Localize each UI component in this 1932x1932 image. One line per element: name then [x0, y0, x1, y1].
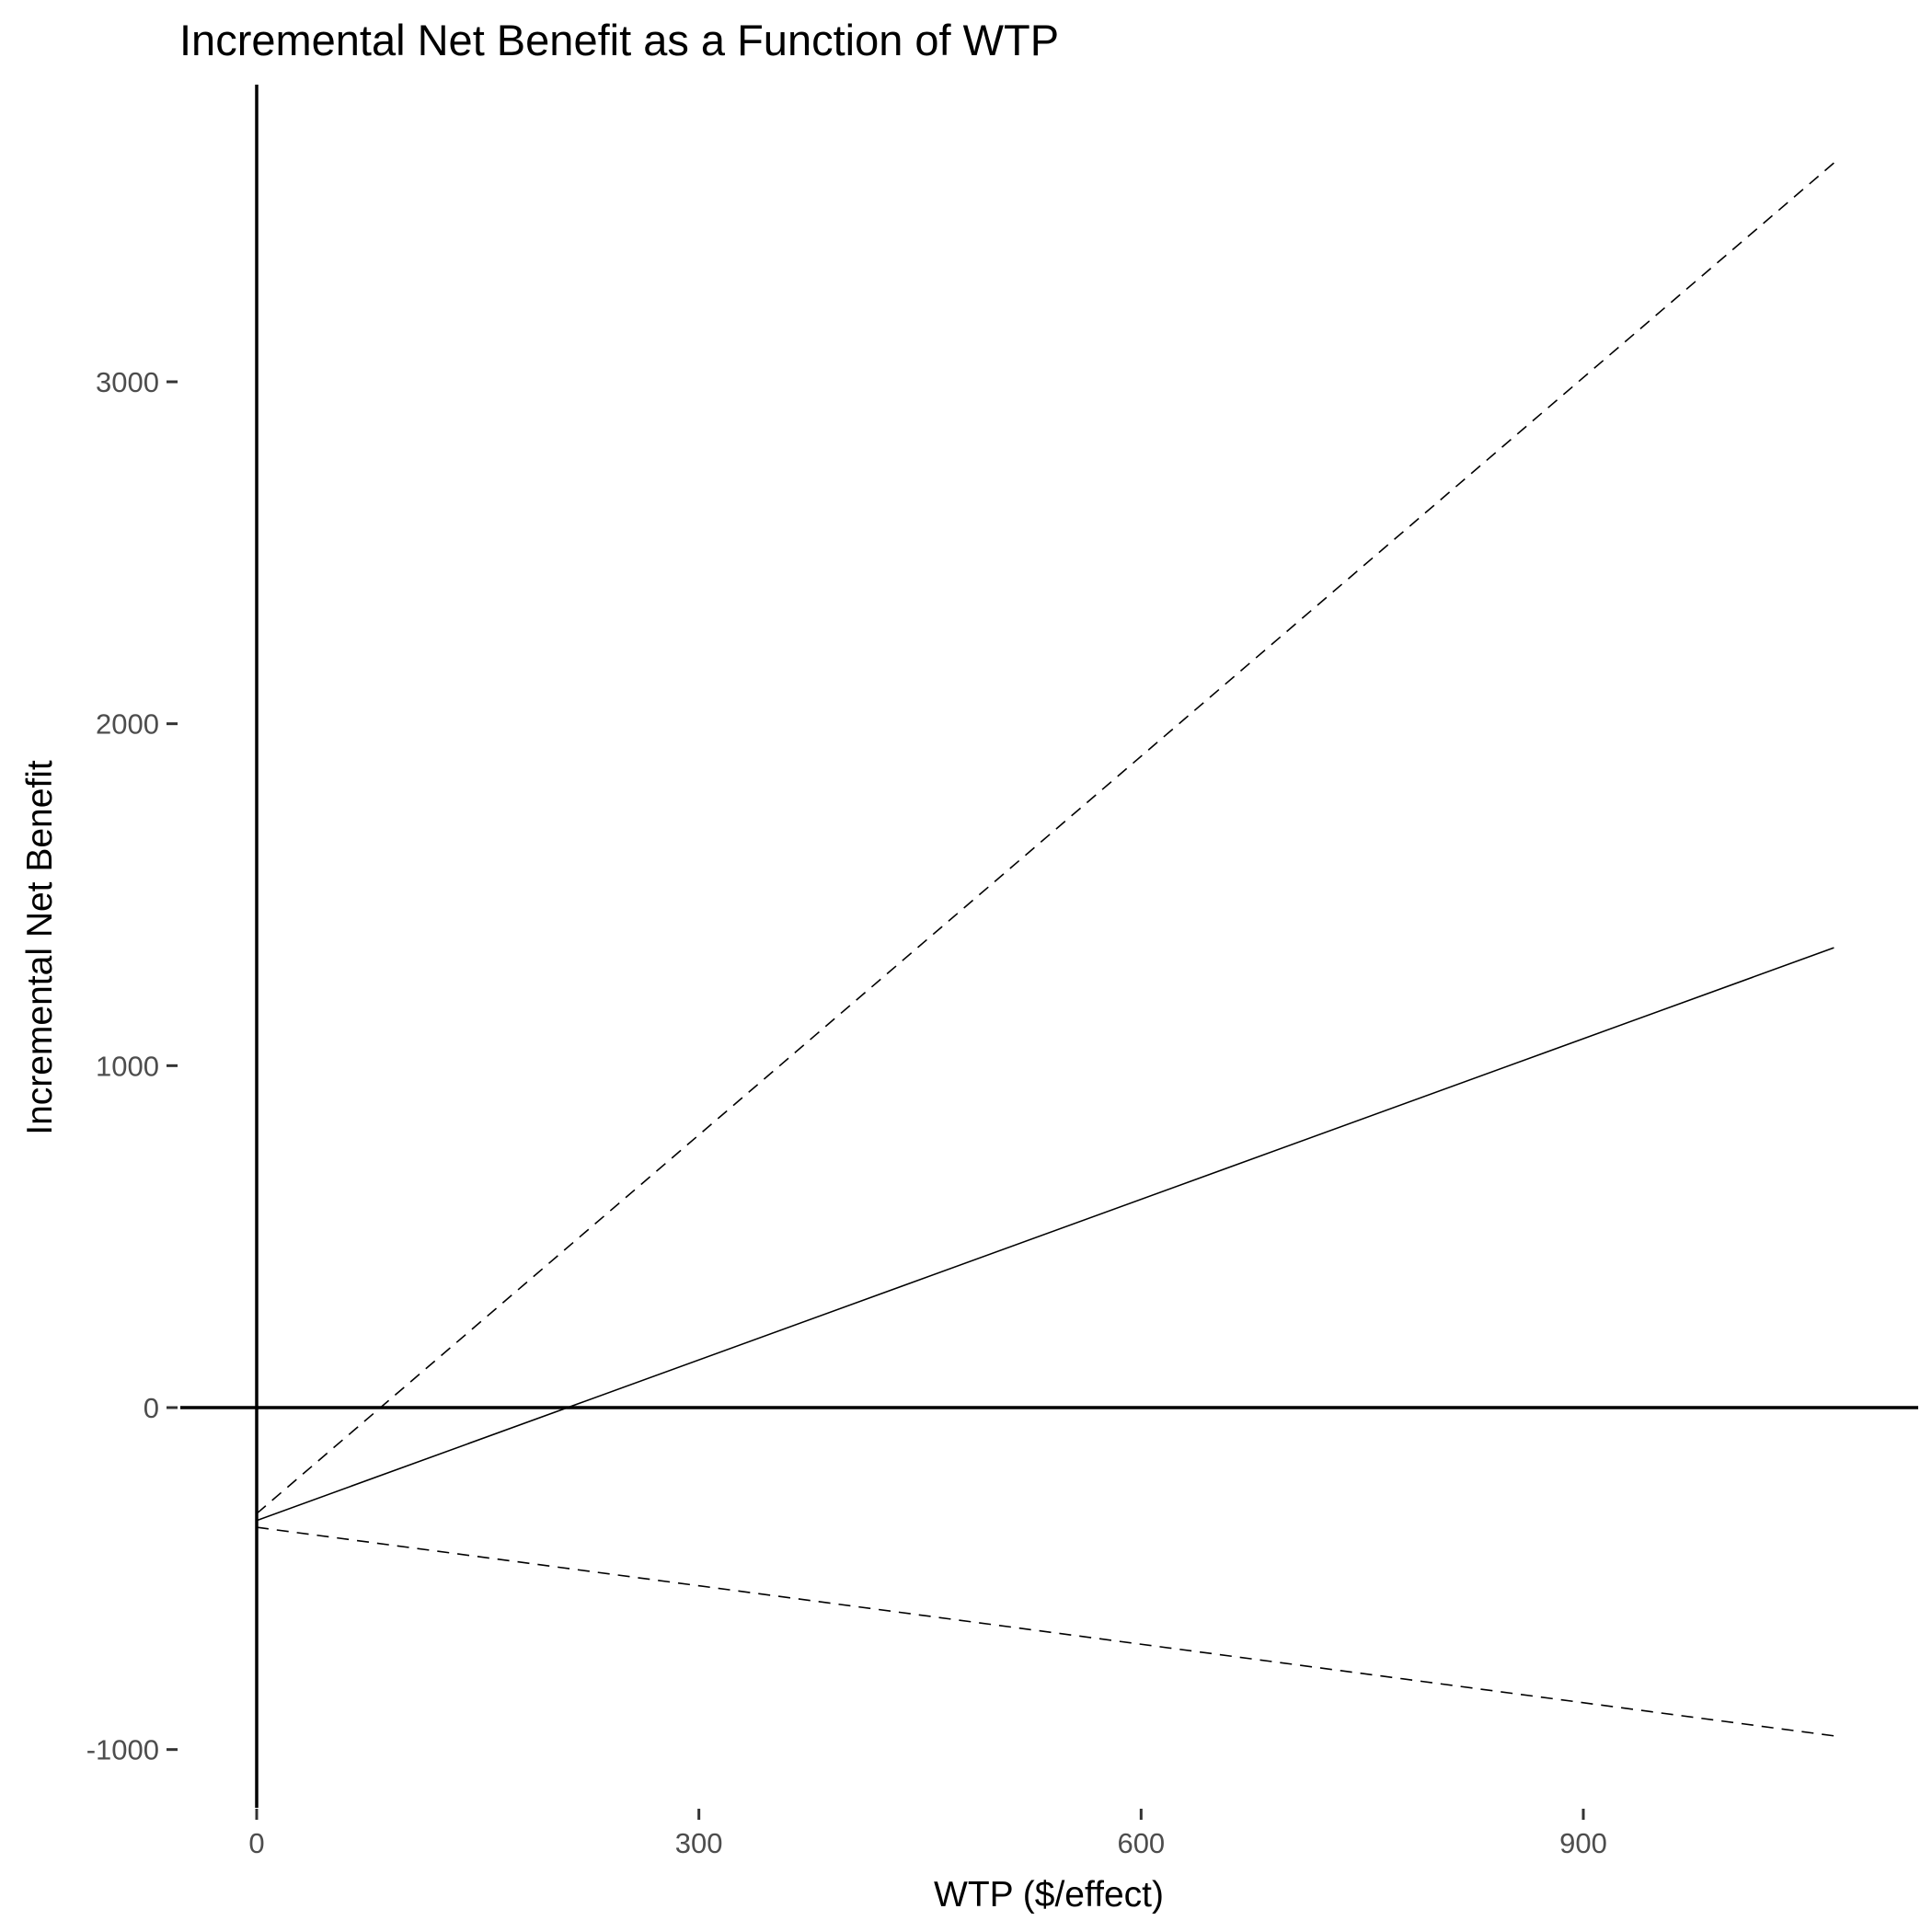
x-axis-label: WTP ($/effect)	[934, 1875, 1164, 1915]
series-line-2	[256, 162, 1834, 1514]
y-tick-label: -1000	[86, 1734, 159, 1766]
series-line-3	[256, 1526, 1834, 1737]
y-tick-label: 0	[144, 1392, 159, 1424]
chart-title: Incremental Net Benefit as a Function of…	[179, 16, 1059, 64]
x-tick-label: 300	[675, 1827, 723, 1859]
series-layer	[256, 162, 1834, 1737]
x-tick-label: 900	[1559, 1827, 1607, 1859]
x-axis: 0 300 600 900	[248, 1809, 1607, 1859]
y-axis: -1000 0 1000 2000 3000	[86, 366, 178, 1766]
y-tick-label: 1000	[96, 1050, 159, 1082]
series-line-1	[256, 947, 1834, 1522]
x-tick-label: 0	[248, 1827, 264, 1859]
x-tick-label: 600	[1117, 1827, 1165, 1859]
y-tick-label: 3000	[96, 366, 159, 398]
y-axis-label: Incremental Net Benefit	[20, 760, 60, 1135]
y-tick-label: 2000	[96, 708, 159, 741]
